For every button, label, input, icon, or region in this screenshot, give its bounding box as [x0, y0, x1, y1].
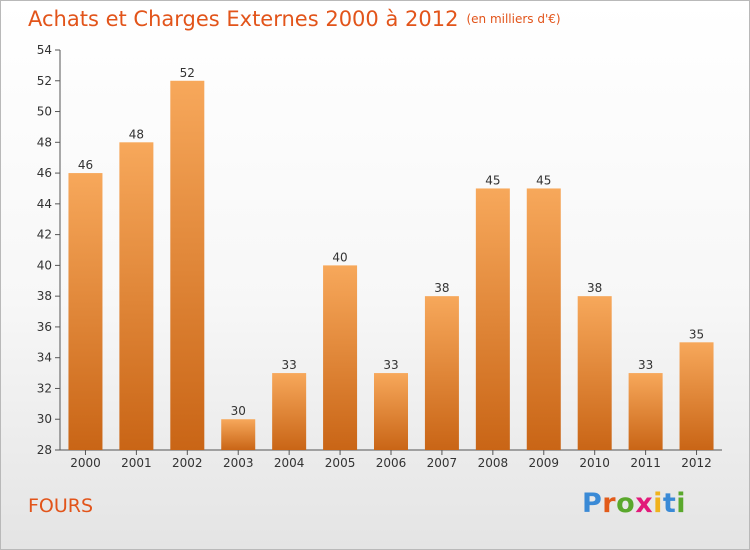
- y-tick-label: 30: [37, 412, 52, 426]
- chart-title-text: Achats et Charges Externes 2000 à 2012: [28, 7, 459, 31]
- chart-title: Achats et Charges Externes 2000 à 2012 (e…: [28, 7, 561, 31]
- commune-name: FOURS: [28, 495, 94, 517]
- logo-letter: P: [582, 488, 603, 519]
- bar-2004[interactable]: [272, 373, 307, 450]
- bar-2012[interactable]: [679, 342, 714, 450]
- y-tick-label: 38: [37, 289, 52, 303]
- y-tick-label: 48: [37, 135, 52, 149]
- y-tick-label: 32: [37, 381, 52, 395]
- y-tick-label: 36: [37, 320, 52, 334]
- x-tick-label: 2010: [579, 456, 610, 470]
- bar-2003[interactable]: [221, 419, 256, 450]
- y-tick-label: 44: [37, 197, 52, 211]
- logo-letter: o: [616, 488, 636, 519]
- bar-value-label: 48: [129, 127, 144, 141]
- bar-value-label: 30: [231, 404, 246, 418]
- bar-value-label: 33: [282, 358, 297, 372]
- x-tick-label: 2007: [427, 456, 458, 470]
- bar-value-label: 35: [689, 327, 704, 341]
- logo-letter: x: [635, 488, 654, 519]
- bar-2008[interactable]: [475, 188, 510, 450]
- y-tick-label: 42: [37, 228, 52, 242]
- x-tick-label: 2002: [172, 456, 203, 470]
- bar-value-label: 33: [638, 358, 653, 372]
- x-tick-label: 2005: [325, 456, 356, 470]
- bar-value-label: 45: [485, 173, 500, 187]
- bar-2002[interactable]: [170, 80, 205, 451]
- chart-unit: (en milliers d'€): [466, 12, 561, 26]
- bar-value-label: 38: [587, 281, 602, 295]
- logo-letter: i: [653, 488, 663, 519]
- x-tick-label: 2008: [478, 456, 509, 470]
- x-tick-label: 2000: [70, 456, 101, 470]
- bar-value-label: 52: [180, 66, 195, 80]
- y-tick-label: 40: [37, 258, 52, 272]
- y-tick-label: 50: [37, 105, 52, 119]
- bar-value-label: 45: [536, 173, 551, 187]
- y-tick-label: 52: [37, 74, 52, 88]
- bar-value-label: 33: [383, 358, 398, 372]
- x-tick-label: 2006: [376, 456, 407, 470]
- bar-2009[interactable]: [526, 188, 561, 450]
- logo-letter: t: [662, 488, 677, 519]
- bar-2010[interactable]: [577, 296, 612, 450]
- x-tick-label: 2001: [121, 456, 152, 470]
- bar-2011[interactable]: [628, 373, 663, 450]
- bar-2006[interactable]: [374, 373, 408, 450]
- y-tick-label: 54: [37, 43, 52, 57]
- bar-2007[interactable]: [424, 296, 459, 450]
- y-tick-label: 46: [37, 166, 52, 180]
- y-tick-label: 28: [37, 443, 52, 457]
- logo-letter: r: [602, 488, 617, 519]
- x-tick-label: 2003: [223, 456, 254, 470]
- x-tick-label: 2004: [274, 456, 305, 470]
- logo-letter: i: [676, 488, 687, 519]
- x-tick-label: 2009: [528, 456, 559, 470]
- proxiti-logo[interactable]: Proxiti: [582, 488, 686, 519]
- bar-2005[interactable]: [323, 265, 358, 450]
- bar-2001[interactable]: [119, 142, 154, 451]
- bar-value-label: 40: [332, 250, 347, 264]
- x-tick-label: 2012: [681, 456, 712, 470]
- bar-2000[interactable]: [68, 173, 103, 451]
- x-tick-label: 2011: [630, 456, 661, 470]
- bar-value-label: 46: [78, 158, 93, 172]
- y-tick-label: 34: [37, 351, 52, 365]
- bar-value-label: 38: [434, 281, 449, 295]
